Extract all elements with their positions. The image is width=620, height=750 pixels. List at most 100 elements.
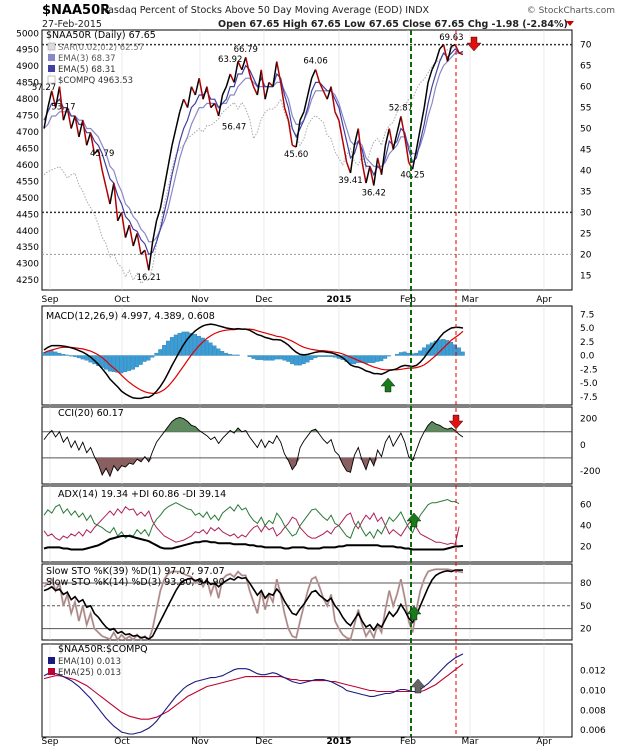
left-tick-label: 4700	[16, 128, 39, 138]
left-tick-label: 4950	[16, 46, 39, 56]
macd-tick-label: 0.0	[580, 352, 595, 362]
ratio-ema10-swatch	[48, 657, 55, 664]
left-tick-label: 4900	[16, 62, 39, 72]
month-label: 2015	[326, 295, 351, 305]
symbol-title: $NAA50R	[42, 3, 110, 18]
ratio-ema25-swatch	[48, 668, 55, 675]
panel-frame	[41, 29, 573, 291]
month-label: Mar	[462, 295, 479, 305]
price-segment	[89, 132, 96, 154]
price-segment	[248, 73, 255, 87]
macd-hist-bar	[142, 355, 147, 362]
adx-line	[43, 535, 464, 551]
price-segment	[307, 78, 313, 96]
macd-hist-bar	[204, 340, 209, 356]
price-segment	[221, 86, 228, 96]
macd-hist-bar	[286, 355, 291, 362]
neutral-arrow-icon	[410, 678, 426, 694]
left-tick-label: 4300	[16, 260, 39, 270]
macd-tick-label: -5.0	[580, 379, 598, 389]
macd-hist-bar	[115, 355, 120, 373]
macd-hist-bar	[220, 351, 225, 356]
month-label: Oct	[114, 737, 130, 747]
sto-tick-label: 80	[580, 579, 592, 589]
minus-di-line	[43, 506, 460, 545]
price-segment	[47, 90, 53, 108]
right-tick-label: 30	[580, 208, 592, 218]
price-segment	[128, 224, 134, 247]
macd-hist-bar	[263, 355, 267, 361]
sell-arrow-icon	[448, 414, 464, 430]
price-segment	[62, 107, 68, 121]
price-segment	[66, 107, 72, 129]
price-segment	[105, 187, 111, 205]
macd-hist-bar	[154, 352, 159, 356]
month-label: Apr	[536, 295, 552, 305]
left-tick-label: 4800	[16, 95, 39, 105]
macd-hist-bar	[259, 355, 263, 360]
macd-hist-bar	[173, 334, 178, 356]
left-tick-label: 5000	[16, 29, 39, 39]
event-lines	[410, 30, 457, 737]
macd-tick-label: -2.5	[580, 365, 598, 375]
price-panel-title: $NAA50R (Daily) 67.65	[46, 30, 156, 41]
price-segment	[353, 128, 359, 146]
sto-tick-label: 50	[580, 602, 592, 612]
macd-hist-bar	[379, 355, 384, 362]
price-segment	[318, 82, 325, 92]
adx-tick-label: 60	[580, 501, 592, 511]
macd-hist-bar	[453, 344, 457, 356]
macd-hist-bar	[301, 355, 306, 365]
macd-hist-bar	[228, 354, 232, 356]
ratio-tick-label: 0.012	[580, 667, 606, 677]
ratio-ema10-line	[43, 653, 464, 735]
price-segment	[311, 69, 317, 79]
price-segment	[361, 161, 367, 184]
panel-frame	[41, 563, 573, 641]
buy-arrow-icon	[406, 512, 422, 528]
price-annotation: 52.87	[389, 104, 413, 114]
month-label: 2015	[326, 737, 351, 747]
macd-hist-bar	[383, 355, 388, 359]
legend-ema5: EMA(5) 68.31	[58, 65, 116, 75]
price-segment	[365, 166, 371, 184]
macd-hist-bar	[266, 355, 271, 361]
price-annotation: 69.63	[439, 33, 463, 43]
macd-hist-bar	[251, 355, 256, 359]
price-segment	[264, 82, 270, 100]
price-segment	[404, 136, 410, 163]
price-segment	[252, 86, 259, 96]
price-segment	[206, 86, 212, 108]
price-segment	[435, 48, 441, 62]
price-segment	[175, 111, 181, 129]
price-segment	[186, 86, 193, 108]
month-label: Mar	[462, 737, 479, 747]
macd-hist-bar	[414, 352, 419, 356]
price-segment	[144, 250, 150, 271]
ratio-tick-label: 0.006	[580, 726, 606, 736]
panel-frames	[41, 29, 573, 738]
price-segment	[109, 182, 115, 205]
price-segment	[357, 128, 363, 163]
ratio-tick-label: 0.008	[580, 706, 606, 716]
price-segment	[427, 69, 433, 83]
price-segment	[148, 241, 154, 271]
price-segment	[303, 94, 309, 112]
macd-hist-bar	[177, 332, 182, 356]
left-tick-label: 4750	[16, 112, 39, 122]
macd-hist-bar	[294, 355, 298, 366]
macd-hist-bar	[200, 337, 205, 356]
legend-ema5-swatch	[48, 65, 55, 72]
ratio-legend-ema25: EMA(25) 0.013	[58, 668, 121, 678]
price-annotation: 57.27	[32, 83, 56, 93]
right-tick-label: 15	[580, 271, 591, 281]
right-tick-label: 60	[580, 83, 592, 93]
cci-positive-area	[44, 417, 463, 432]
panel-frame	[41, 485, 573, 563]
price-segment	[373, 157, 379, 186]
price-legend: $NAA50R (Daily) 67.65 SAR(0.02,0.2) 62.5…	[46, 30, 156, 86]
right-tick-label: 65	[580, 62, 591, 72]
price-segment	[167, 145, 173, 167]
macd-hist-bar	[394, 354, 399, 356]
